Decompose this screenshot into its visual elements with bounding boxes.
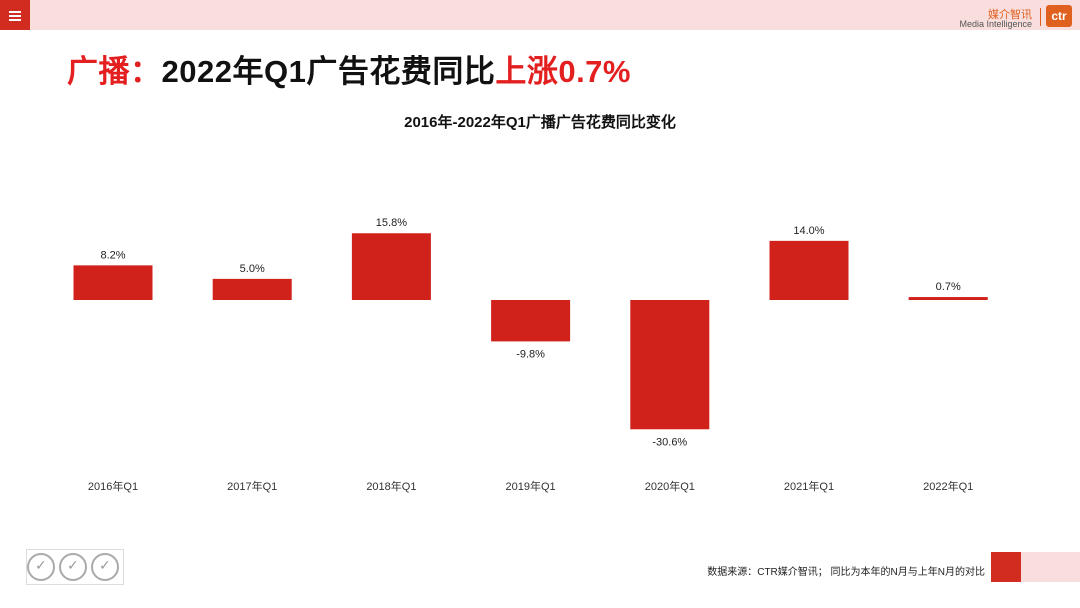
bar-2019年Q1 [491,300,571,342]
data-label: 15.8% [376,217,407,229]
sgs-certification-seals [26,549,124,585]
title-highlight: 上涨0.7% [495,54,631,89]
page-title: 广播：2022年Q1广告花费同比上涨0.7% [67,46,631,91]
data-source-note: 数据来源：CTR媒介智讯； 同比为本年的N月与上年N月的对比 [707,567,985,578]
sgs-seal-icon [91,553,119,581]
x-tick-label: 2016年Q1 [88,479,138,493]
bar-chart: 8.2% 2016年Q1 5.0% 2017年Q1 15.8% 2018年Q1 -9.8% 2… [73,217,988,493]
x-tick-label: 2022年Q1 [923,479,973,493]
logo-en-text: Media Intelligence [959,19,1032,29]
menu-icon [9,11,21,21]
data-label: 5.0% [240,263,265,275]
chart-title: 2016年-2022年Q1广播广告花费同比变化 [404,114,676,131]
menu-button[interactable] [0,0,30,30]
bar-2016年Q1 [73,265,153,300]
bar-2021年Q1 [769,240,849,300]
footer-accent-block [991,552,1021,582]
data-label: -30.6% [652,436,687,448]
x-tick-label: 2020年Q1 [645,479,695,493]
bar-2018年Q1 [351,233,431,300]
x-tick-label: 2019年Q1 [506,479,556,493]
data-label: 0.7% [936,281,961,293]
data-label: 8.2% [100,249,125,261]
x-tick-label: 2017年Q1 [227,479,277,493]
x-tick-label: 2021年Q1 [784,479,834,493]
x-tick-label: 2018年Q1 [366,479,416,493]
bar-2017年Q1 [212,278,292,300]
sgs-seal-icon [59,553,87,581]
ctr-logo: ctr [1046,5,1072,27]
logo-divider [1040,8,1041,26]
bar-2020年Q1 [630,300,710,430]
footer-band [1021,552,1080,582]
title-main: 2022年Q1广告花费同比 [161,54,496,89]
title-prefix: 广播： [67,54,162,89]
data-label: 14.0% [793,225,824,237]
bar-2022年Q1 [908,297,988,300]
logo-cn-text: 媒介智讯 [988,9,1032,21]
top-bar [0,0,1080,30]
sgs-seal-icon [27,553,55,581]
data-label: -9.8% [516,348,545,360]
